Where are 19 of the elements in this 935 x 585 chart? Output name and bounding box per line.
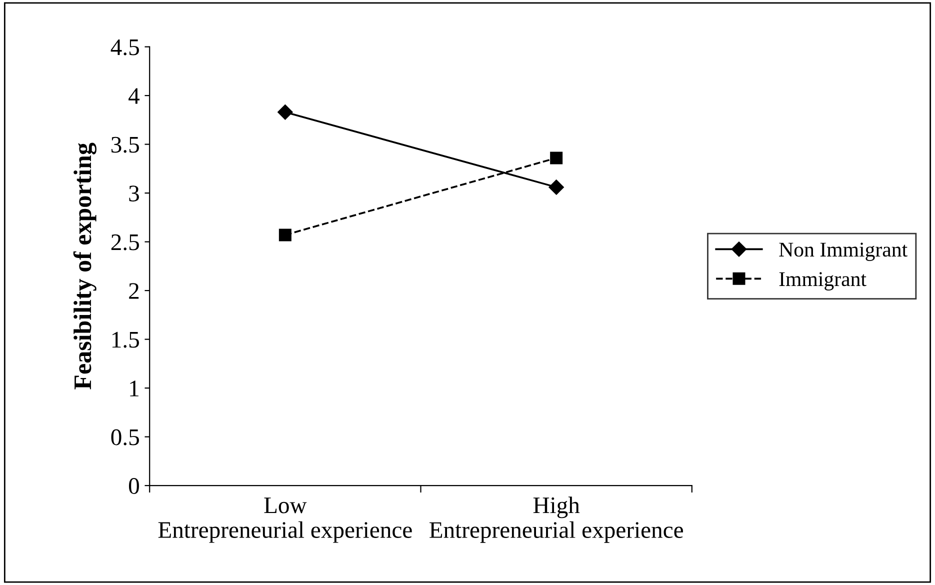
- y-tick-label: 4.5: [110, 39, 139, 56]
- point: [548, 180, 564, 195]
- legend-label: Non Immigrant: [779, 242, 908, 261]
- y-tick-label: 0: [128, 478, 139, 494]
- x-tick-label: Low Entrepreneurial experience: [158, 498, 412, 543]
- y-tick-label: 1: [130, 380, 138, 396]
- y-tick-label: 3: [129, 186, 139, 202]
- x-tick-label: High Entrepreneurial experience: [430, 496, 683, 543]
- legend-label: Immigrant: [779, 272, 866, 290]
- point: [550, 152, 563, 164]
- y-tick-label: 2.5: [111, 234, 139, 250]
- point: [278, 228, 292, 242]
- y-tick-label: 1.5: [112, 332, 139, 348]
- y-axis-title: Feasibility of exporting: [73, 142, 96, 390]
- y-tick-label: 3.5: [111, 136, 139, 153]
- point: [278, 104, 293, 120]
- y-tick-label: 2: [129, 283, 139, 299]
- y-tick-label: 0.5: [111, 429, 139, 446]
- y-tick-label: 4: [128, 88, 140, 104]
